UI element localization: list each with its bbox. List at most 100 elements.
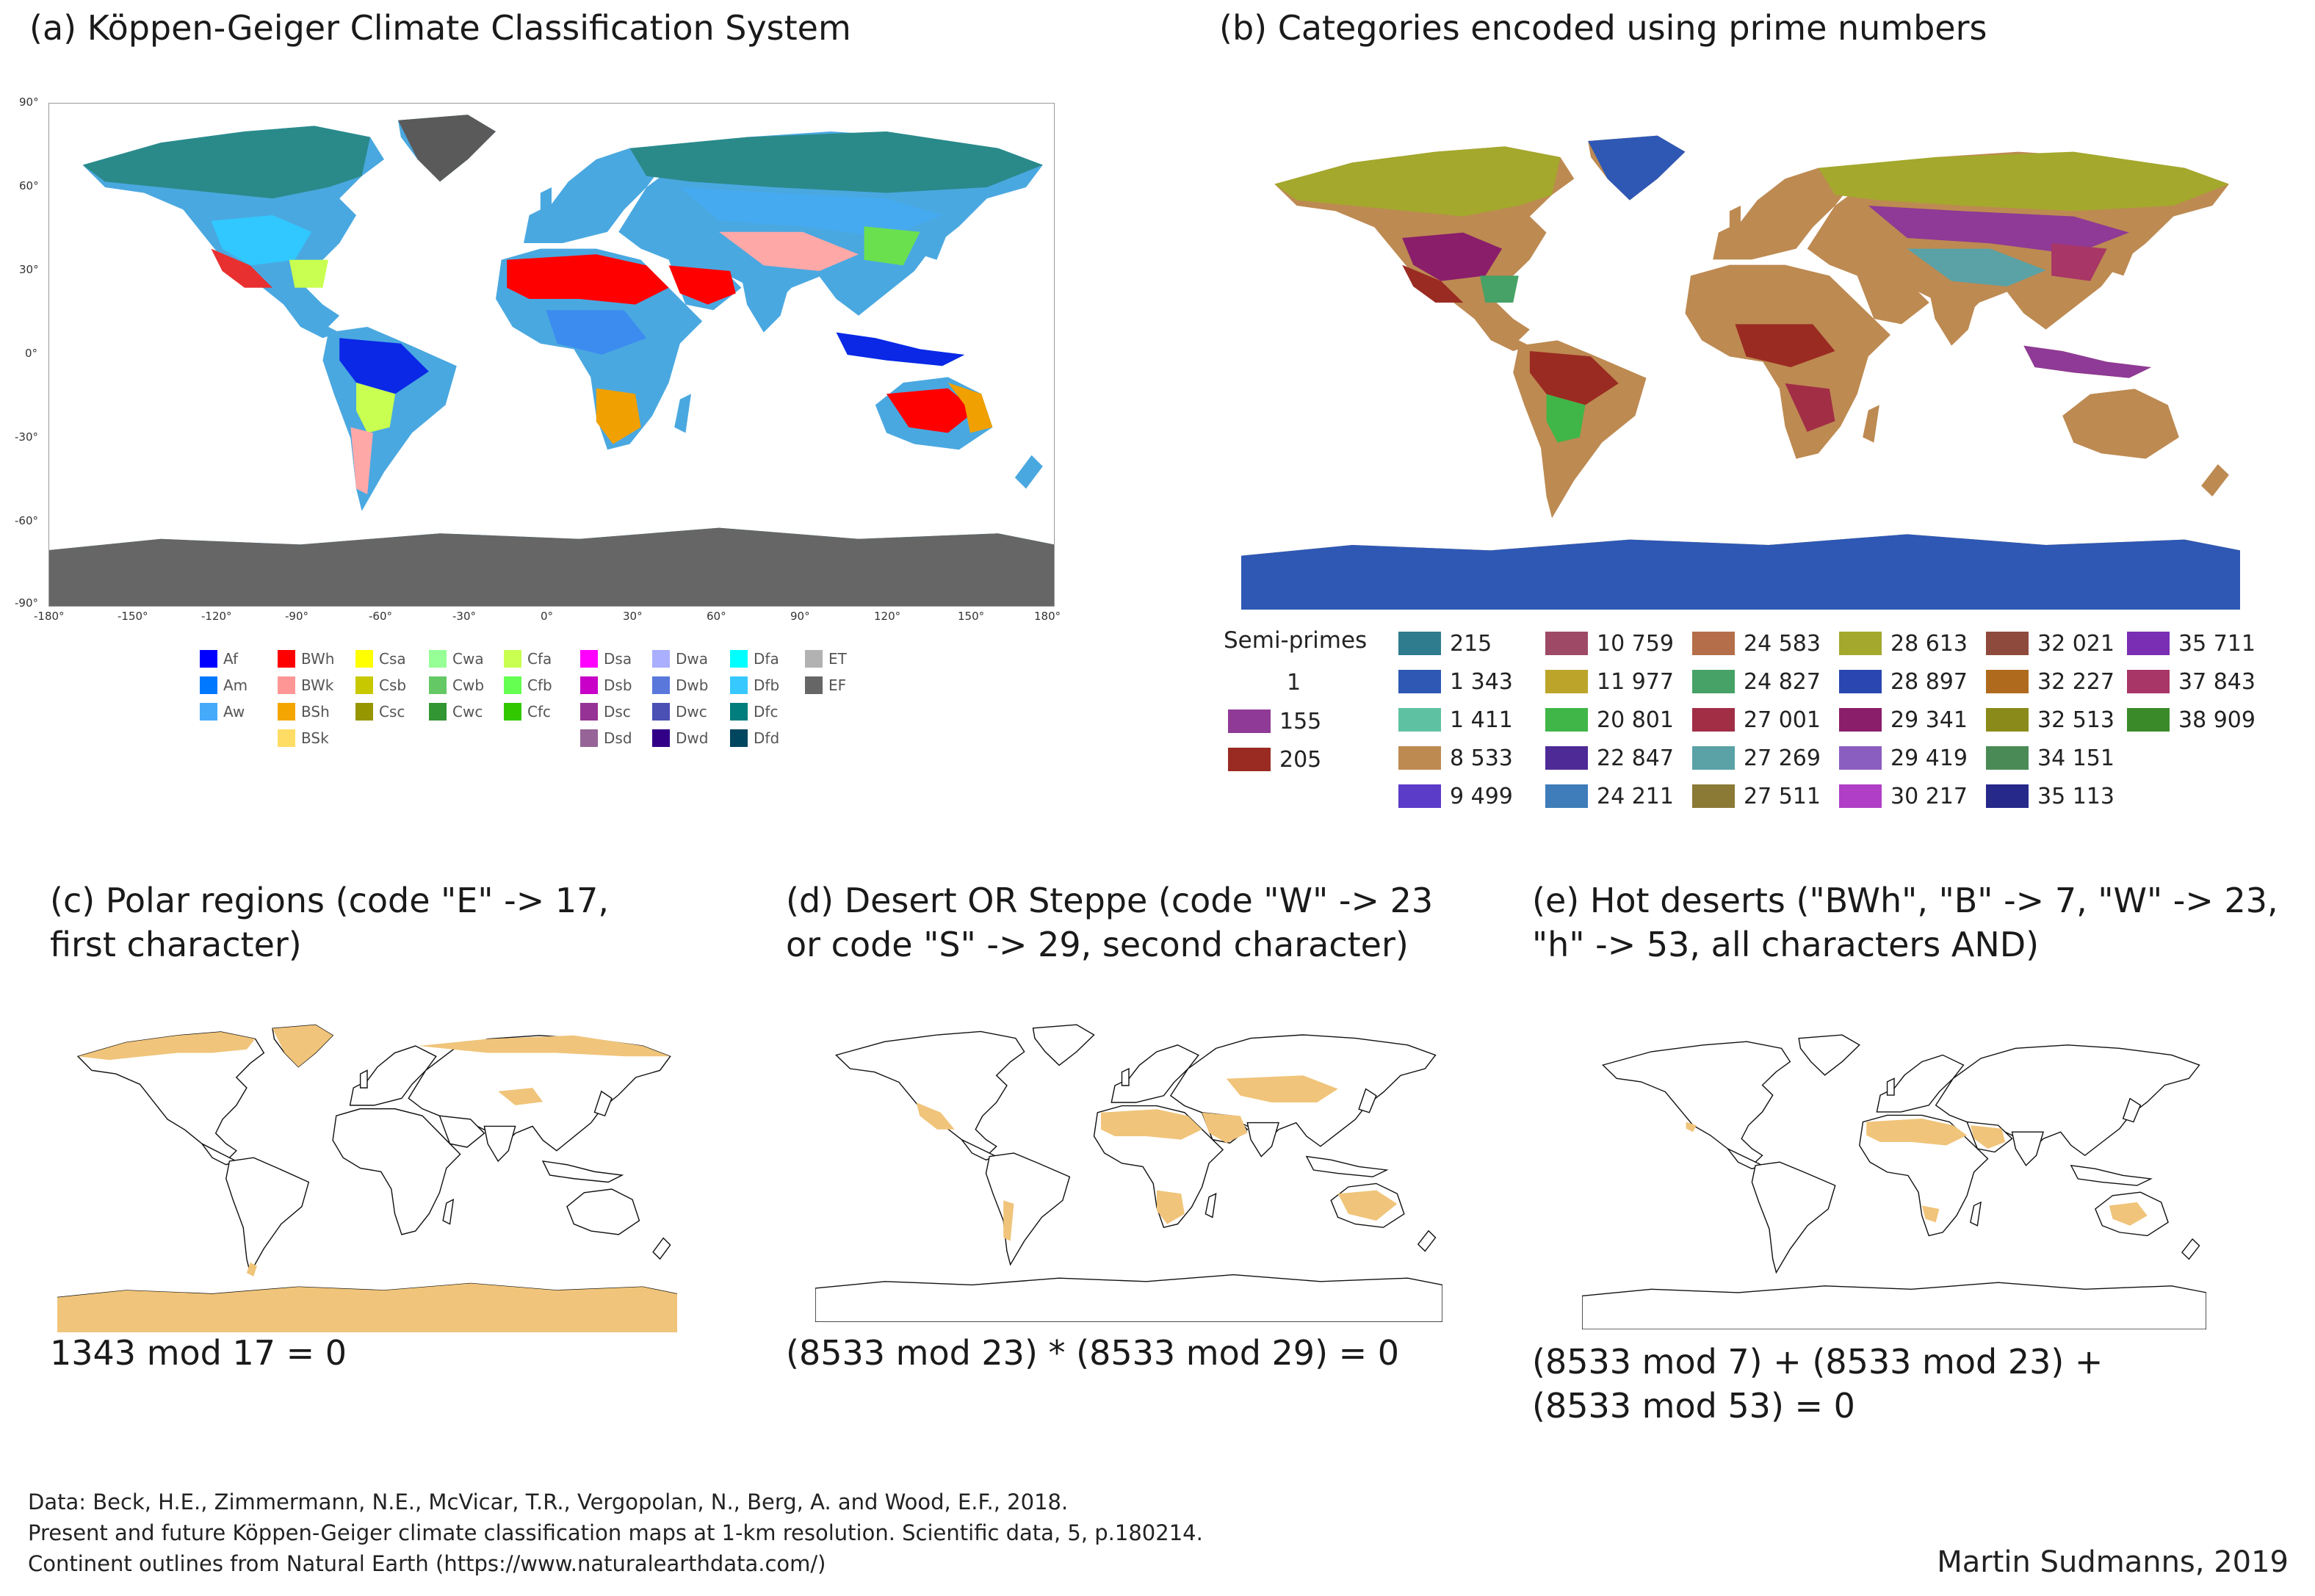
legend-item: Csb bbox=[355, 674, 406, 696]
legend-swatch bbox=[355, 650, 373, 668]
legend-swatch bbox=[1692, 632, 1735, 655]
legend-swatch bbox=[1398, 708, 1441, 732]
legend-swatch bbox=[805, 650, 823, 668]
legend-item: Am bbox=[200, 674, 248, 696]
legend-item: 10 759 bbox=[1545, 629, 1674, 658]
legend-item: 32 021 bbox=[1986, 629, 2114, 658]
lat-label: -60° bbox=[15, 514, 38, 527]
legend-item: Cwb bbox=[429, 674, 484, 696]
legend-swatch bbox=[504, 703, 521, 721]
legend-swatch bbox=[355, 703, 373, 721]
legend-swatch bbox=[1986, 632, 2029, 655]
map-d bbox=[815, 1018, 1442, 1322]
lon-label: 0° bbox=[541, 610, 554, 623]
legend-item: Dwc bbox=[652, 701, 707, 723]
map-a-zones bbox=[49, 115, 1054, 606]
legend-swatch bbox=[1545, 632, 1588, 655]
legend-swatch bbox=[355, 676, 373, 694]
legend-item: 35 113 bbox=[1986, 781, 2114, 811]
panel-c-title-line2: first character) bbox=[50, 925, 302, 964]
legend-swatch bbox=[1692, 670, 1735, 693]
legend-item: 22 847 bbox=[1545, 743, 1674, 773]
panel-d-title-line2: or code "S" -> 29, second character) bbox=[786, 925, 1409, 964]
legend-item: 29 341 bbox=[1839, 705, 1968, 734]
legend-item: Dwa bbox=[652, 648, 708, 670]
legend-item: Cwa bbox=[429, 648, 484, 670]
legend-swatch bbox=[652, 676, 670, 694]
legend-item: 1 343 bbox=[1398, 667, 1513, 696]
legend-item: 37 843 bbox=[2127, 667, 2256, 696]
legend-swatch bbox=[1692, 708, 1735, 732]
lon-label: -180° bbox=[34, 610, 65, 623]
lat-label: -90° bbox=[15, 596, 38, 610]
legend-item: 32 227 bbox=[1986, 667, 2114, 696]
citation-line1: Data: Beck, H.E., Zimmermann, N.E., McVi… bbox=[28, 1490, 1069, 1514]
legend-item: 35 711 bbox=[2127, 629, 2256, 658]
legend-swatch bbox=[200, 650, 217, 668]
legend-item: 27 269 bbox=[1692, 743, 1821, 773]
legend-swatch bbox=[652, 650, 670, 668]
panel-e-formula: (8533 mod 7) + (8533 mod 23) + (8533 mod… bbox=[1532, 1340, 2103, 1428]
legend-swatch bbox=[1398, 746, 1441, 770]
lon-label: 180° bbox=[1034, 610, 1061, 623]
legend-item: 27 001 bbox=[1692, 705, 1821, 734]
legend-swatch bbox=[1986, 670, 2029, 693]
legend-item: 34 151 bbox=[1986, 743, 2114, 773]
koppen-legend: Af Am Aw BWh BWk BSh BSk Csa Csb Csc Cwa… bbox=[200, 648, 905, 758]
lon-label: 60° bbox=[707, 610, 726, 623]
legend-item: Cfc bbox=[504, 701, 551, 723]
legend-swatch bbox=[2127, 632, 2170, 655]
panel-e-title: (e) Hot deserts ("BWh", "B" -> 7, "W" ->… bbox=[1532, 878, 2278, 967]
legend-item: 215 bbox=[1398, 629, 1492, 658]
legend-item: BSk bbox=[278, 727, 329, 749]
legend-swatch bbox=[2127, 670, 2170, 693]
lon-label: -150° bbox=[118, 610, 148, 623]
legend-item: Dfa bbox=[730, 648, 779, 670]
legend-item: 9 499 bbox=[1398, 781, 1513, 811]
legend-item: 11 977 bbox=[1545, 667, 1674, 696]
legend-swatch bbox=[580, 676, 598, 694]
legend-swatch bbox=[580, 650, 598, 668]
map-e bbox=[1582, 1028, 2206, 1329]
lon-label: -30° bbox=[452, 610, 476, 623]
semi-prime-label: 1 bbox=[1287, 670, 1301, 696]
panel-e-title-line1: (e) Hot deserts ("BWh", "B" -> 7, "W" ->… bbox=[1532, 881, 2278, 920]
legend-item: Dfb bbox=[730, 674, 779, 696]
legend-item: Cfb bbox=[504, 674, 552, 696]
lat-label: 0° bbox=[25, 347, 38, 360]
lon-label: -90° bbox=[285, 610, 308, 623]
legend-item: Dwd bbox=[652, 727, 708, 749]
legend-swatch bbox=[652, 729, 670, 747]
prime-legend: 215 1 343 1 411 8 533 9 499 10 759 11 97… bbox=[1398, 629, 2294, 820]
legend-swatch bbox=[1839, 670, 1882, 693]
legend-swatch bbox=[278, 729, 295, 747]
legend-swatch bbox=[730, 650, 748, 668]
legend-item: Aw bbox=[200, 701, 245, 723]
legend-swatch bbox=[1839, 746, 1882, 770]
lon-label: -120° bbox=[201, 610, 232, 623]
legend-swatch bbox=[504, 676, 521, 694]
legend-item: Dsd bbox=[580, 727, 632, 749]
legend-item: Dsb bbox=[580, 674, 632, 696]
legend-item: Cfa bbox=[504, 648, 552, 670]
panel-c-title-line1: (c) Polar regions (code "E" -> 17, bbox=[50, 881, 610, 920]
panel-d-title: (d) Desert OR Steppe (code "W" -> 23 or … bbox=[786, 878, 1433, 967]
legend-item: EF bbox=[805, 674, 846, 696]
panel-e-title-line2: "h" -> 53, all characters AND) bbox=[1532, 925, 2040, 964]
legend-item: BWk bbox=[278, 674, 333, 696]
legend-item: 27 511 bbox=[1692, 781, 1821, 811]
legend-item: Dsc bbox=[580, 701, 631, 723]
legend-swatch bbox=[1545, 746, 1588, 770]
citation-line3: Continent outlines from Natural Earth (h… bbox=[28, 1551, 826, 1576]
map-a bbox=[48, 103, 1055, 607]
legend-swatch bbox=[1545, 784, 1588, 808]
lat-label: -30° bbox=[15, 430, 38, 444]
legend-swatch bbox=[1398, 632, 1441, 655]
legend-item: BSh bbox=[278, 701, 330, 723]
legend-swatch bbox=[1398, 784, 1441, 808]
panel-c-title: (c) Polar regions (code "E" -> 17, first… bbox=[50, 878, 609, 967]
legend-swatch bbox=[730, 676, 748, 694]
legend-swatch bbox=[429, 703, 447, 721]
legend-swatch bbox=[730, 703, 748, 721]
lon-label: -60° bbox=[369, 610, 392, 623]
